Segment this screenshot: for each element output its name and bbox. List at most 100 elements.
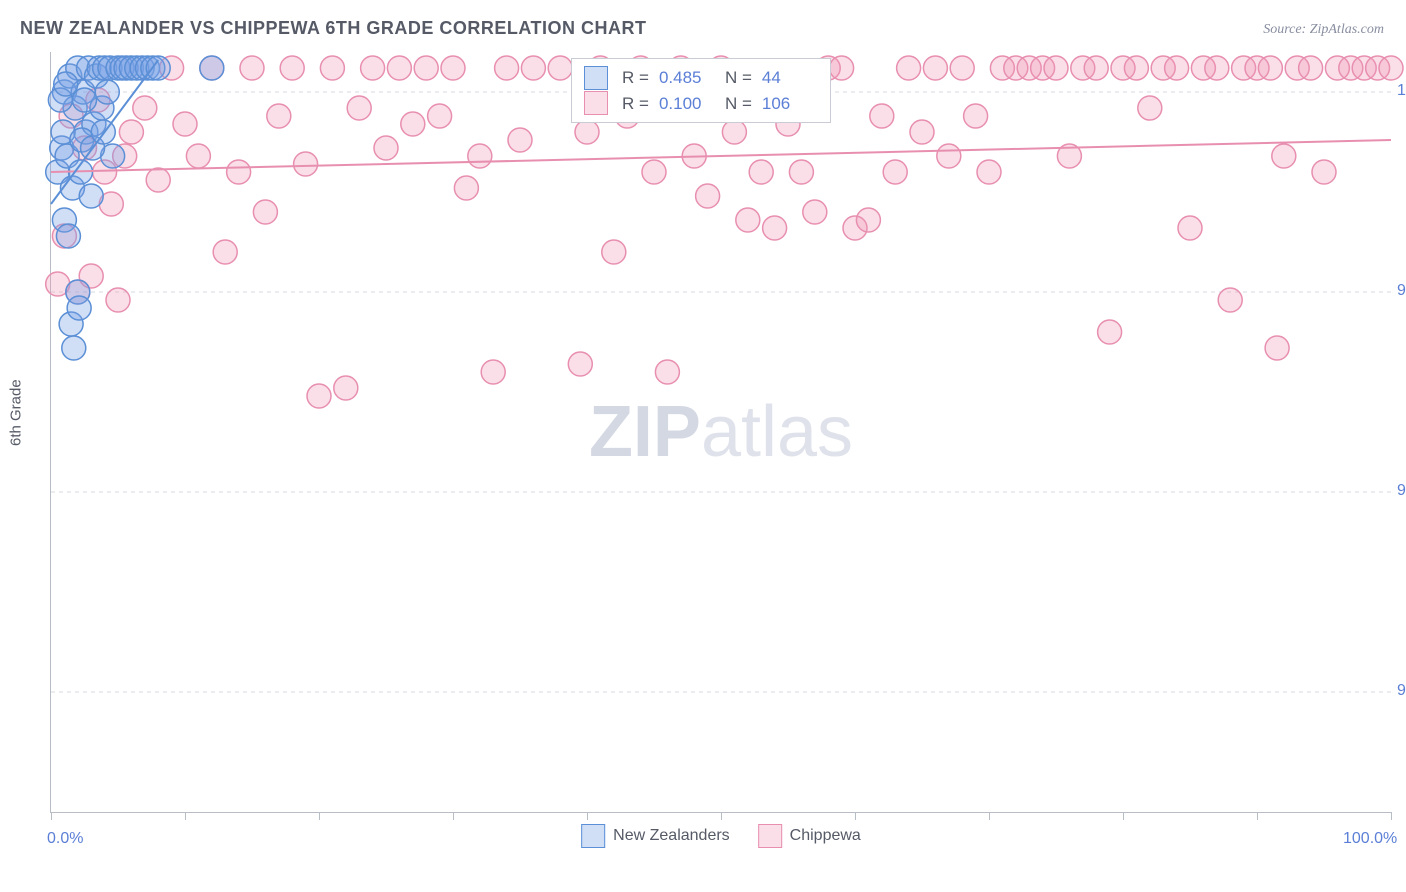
r-label-b: R = [622,91,649,117]
data-point [1272,144,1296,168]
data-point [749,160,773,184]
chart-title: NEW ZEALANDER VS CHIPPEWA 6TH GRADE CORR… [20,18,647,39]
y-tick-label: 92.5% [1397,682,1406,700]
data-point [173,112,197,136]
bottom-legend: New Zealanders Chippewa [581,824,861,848]
data-point [73,88,97,112]
x-tick [453,812,454,820]
n-value-b: 106 [762,91,818,117]
data-point [722,120,746,144]
data-point [387,56,411,80]
square-icon [584,91,608,115]
data-point [950,56,974,80]
data-point [1178,216,1202,240]
data-point [374,136,398,160]
x-tick [855,812,856,820]
data-point [642,160,666,184]
data-point [1205,56,1229,80]
source-label: Source: ZipAtlas.com [1263,22,1384,38]
r-label-a: R = [622,65,649,91]
n-label-a: N = [725,65,752,91]
r-value-a: 0.485 [659,65,715,91]
data-point [964,104,988,128]
data-point [54,72,78,96]
data-point [1084,56,1108,80]
data-point [253,200,277,224]
square-icon [581,824,605,848]
data-point [347,96,371,120]
legend-label-b: Chippewa [790,827,861,845]
stat-row-a: R = 0.485 N = 44 [584,65,818,91]
data-point [830,56,854,80]
data-point [803,200,827,224]
plot-svg [51,52,1391,812]
data-point [227,160,251,184]
n-value-a: 44 [762,65,818,91]
data-point [1265,336,1289,360]
data-point [1138,96,1162,120]
data-point [696,184,720,208]
data-point [1098,320,1122,344]
data-point [508,128,532,152]
stat-row-b: R = 0.100 N = 106 [584,91,818,117]
x-tick [989,812,990,820]
data-point [1044,56,1068,80]
data-point [1258,56,1282,80]
data-point [401,112,425,136]
data-point [267,104,291,128]
data-point [763,216,787,240]
data-point [133,96,157,120]
data-point [240,56,264,80]
data-point [334,376,358,400]
data-point [146,168,170,192]
regression-line [51,140,1391,172]
x-tick [185,812,186,820]
data-point [883,160,907,184]
data-point [977,160,1001,184]
x-tick [1391,812,1392,820]
data-point [361,56,385,80]
x-tick [319,812,320,820]
data-point [568,352,592,376]
legend-label-a: New Zealanders [613,827,730,845]
data-point [294,152,318,176]
y-axis-label: 6th Grade [8,379,25,446]
data-point [1124,56,1148,80]
data-point [1379,56,1403,80]
data-point [468,144,492,168]
legend-item-a: New Zealanders [581,824,730,848]
x-tick [1257,812,1258,820]
data-point [95,80,119,104]
data-point [655,360,679,384]
data-point [454,176,478,200]
square-icon [584,66,608,90]
y-tick-label: 100.0% [1397,82,1406,100]
data-point [548,56,572,80]
data-point [414,56,438,80]
data-point [200,56,224,80]
data-point [1299,56,1323,80]
data-point [320,56,344,80]
data-point [441,56,465,80]
x-tick [1123,812,1124,820]
data-point [106,288,130,312]
x-tick [721,812,722,820]
x-tick [51,812,52,820]
data-point [736,208,760,232]
square-icon [758,824,782,848]
data-point [119,120,143,144]
n-label-b: N = [725,91,752,117]
data-point [56,224,80,248]
x-tick [587,812,588,820]
data-point [79,184,103,208]
data-point [280,56,304,80]
data-point [897,56,921,80]
data-point [213,240,237,264]
legend-item-b: Chippewa [758,824,861,848]
data-point [67,296,91,320]
data-point [146,56,170,80]
data-point [307,384,331,408]
data-point [1312,160,1336,184]
y-tick-label: 95.0% [1397,482,1406,500]
data-point [856,208,880,232]
